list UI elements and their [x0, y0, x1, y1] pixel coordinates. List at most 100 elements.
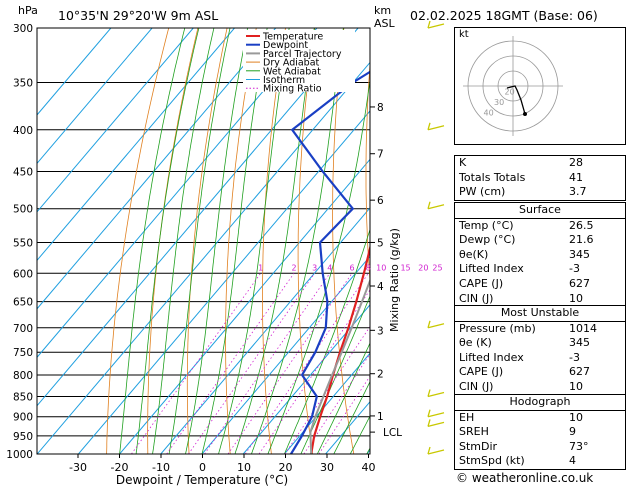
pressure-tick-label: 700: [13, 323, 33, 335]
surface-row: CAPE (J) 627: [459, 276, 590, 290]
pressure-tick-label: 600: [13, 268, 33, 280]
hodograph-row: StmDir 73°: [459, 439, 589, 453]
mixing-ratio-label: 20: [418, 263, 428, 272]
mixing-ratio-label: 8: [366, 263, 371, 272]
mixing-ratio-line: [227, 273, 353, 454]
km-tick-label: 3: [377, 325, 384, 337]
mixing-ratio-line: [244, 273, 369, 454]
km-tick-label: 8: [377, 102, 384, 114]
legend-entry: Wet Adiabat: [263, 66, 321, 77]
mixing-ratio-line: [284, 325, 370, 454]
x-axis-label: Dewpoint / Temperature (°C): [116, 473, 288, 486]
mixing-ratio-line: [303, 353, 370, 454]
wind-barbs: [427, 20, 445, 455]
profiles: [290, 70, 370, 454]
pressure-tick-label: 550: [13, 237, 33, 249]
km-tick-label: 4: [377, 281, 384, 293]
surface-row: Temp (°C) 26.5: [459, 218, 594, 232]
wet-adiabat-line: [201, 28, 268, 454]
dry-adiabat-line: [225, 28, 257, 454]
parcel-trajectory-line: [309, 278, 370, 454]
pressure-tick-label: 400: [13, 125, 33, 137]
isotherm-line: [37, 28, 112, 116]
hodograph-unit: kt: [459, 29, 469, 40]
surface-row: CIN (J) 10: [459, 291, 583, 305]
wind-barb: [427, 446, 445, 455]
isotherm-line: [284, 352, 370, 454]
mixing-ratio-label: 10: [376, 263, 386, 272]
km-unit: km: [374, 4, 392, 17]
mixing-ratio-line: [188, 273, 315, 454]
x-tick-label: -30: [69, 461, 87, 474]
indices-table: K 28 Totals Totals 41 PW (cm) 3.7: [454, 155, 626, 201]
axes: 3003504004505005506006507007508008509009…: [6, 23, 442, 486]
pressure-tick-label: 1000: [6, 449, 33, 461]
isotherm-line: [78, 110, 370, 454]
wet-adiabat-line: [119, 28, 186, 454]
wet-adiabat-line: [135, 28, 200, 454]
hodograph-row: EH 10: [459, 410, 583, 424]
mixing-ratio-line: [131, 273, 261, 454]
surface-row: Lifted Index -3: [459, 262, 580, 276]
datetime-title: 02.02.2025 18GMT (Base: 06): [410, 8, 598, 23]
x-tick-label: 10: [237, 461, 251, 474]
isotherm-line: [37, 61, 370, 454]
dry-adiabat-line: [106, 28, 170, 454]
km-tick-label: 5: [377, 237, 384, 249]
wet-adiabat-line: [300, 295, 370, 454]
most-unstable-title: Most Unstable: [455, 306, 625, 322]
legend-entry: Mixing Ratio: [263, 84, 322, 95]
hodograph-table-title: Hodograph: [455, 395, 625, 411]
surface-table: Surface Temp (°C) 26.5 Dewp (°C) 21.6 θe(K) 3…: [454, 202, 626, 308]
pressure-tick-label: 300: [13, 23, 33, 35]
km-tick-label: 2: [377, 369, 384, 381]
mixing-ratio-label: 6: [349, 263, 354, 272]
surface-row: θe(K) 345: [459, 247, 590, 261]
tt-row: Totals Totals 41: [459, 170, 583, 184]
wind-barb: [427, 122, 445, 131]
wet-adiabat-line: [218, 28, 290, 454]
x-tick-label: -20: [111, 461, 129, 474]
mixing-ratio-line: [166, 273, 295, 454]
mixing-ratio-label: 1: [258, 263, 263, 272]
background-lines: [37, 28, 370, 454]
plot-frame: [36, 27, 371, 455]
mixing-ratio-label: 15: [400, 263, 410, 272]
legend-entry: Dry Adiabat: [263, 58, 320, 69]
surface-title: Surface: [455, 203, 625, 219]
wet-adiabat-line: [168, 28, 231, 454]
wind-barb: [427, 409, 445, 418]
mixing-ratio-line: [204, 273, 331, 454]
wind-barb: [427, 20, 445, 29]
location-title: 10°35'N 29°20'W 9m ASL: [58, 8, 219, 23]
most-unstable-row: CAPE (J) 627: [459, 365, 590, 379]
wind-barb: [427, 419, 445, 428]
y-axis-label: Mixing Ratio (g/kg): [388, 228, 401, 332]
hodograph-ring-label: 20: [505, 88, 515, 97]
isotherm-line: [37, 28, 235, 262]
hodograph-table: Hodograph EH 10 SREH 9 StmDir 73° StmSpd (kt) 4: [454, 394, 626, 470]
legend-entry: Dewpoint: [263, 40, 308, 51]
isotherm-line: [37, 28, 153, 165]
dry-adiabat-line: [365, 59, 370, 287]
pressure-tick-label: 950: [13, 431, 33, 443]
wet-adiabat-line: [185, 28, 248, 454]
k-row: K 28: [459, 156, 583, 169]
pressure-tick-label: 750: [13, 347, 33, 359]
most-unstable-row: θe (K) 345: [459, 336, 590, 350]
isotherm-line: [242, 304, 370, 454]
km-tick-label: 7: [377, 149, 384, 161]
surface-row: Dewp (°C) 21.6: [459, 233, 594, 247]
hodograph-row: SREH 9: [459, 425, 576, 439]
x-tick-label: -10: [152, 461, 170, 474]
storm-motion-marker: [523, 112, 527, 116]
isotherm-line: [201, 255, 370, 454]
legend-entry: Isotherm: [263, 75, 305, 86]
isotherm-line: [37, 28, 277, 310]
hpa-unit: hPa: [18, 4, 38, 17]
hodograph-row: StmSpd (kt) 4: [459, 454, 576, 468]
wind-barb: [427, 389, 445, 398]
most-unstable-row: Pressure (mb) 1014: [459, 321, 597, 335]
mixing-ratio-label: 3: [312, 263, 317, 272]
